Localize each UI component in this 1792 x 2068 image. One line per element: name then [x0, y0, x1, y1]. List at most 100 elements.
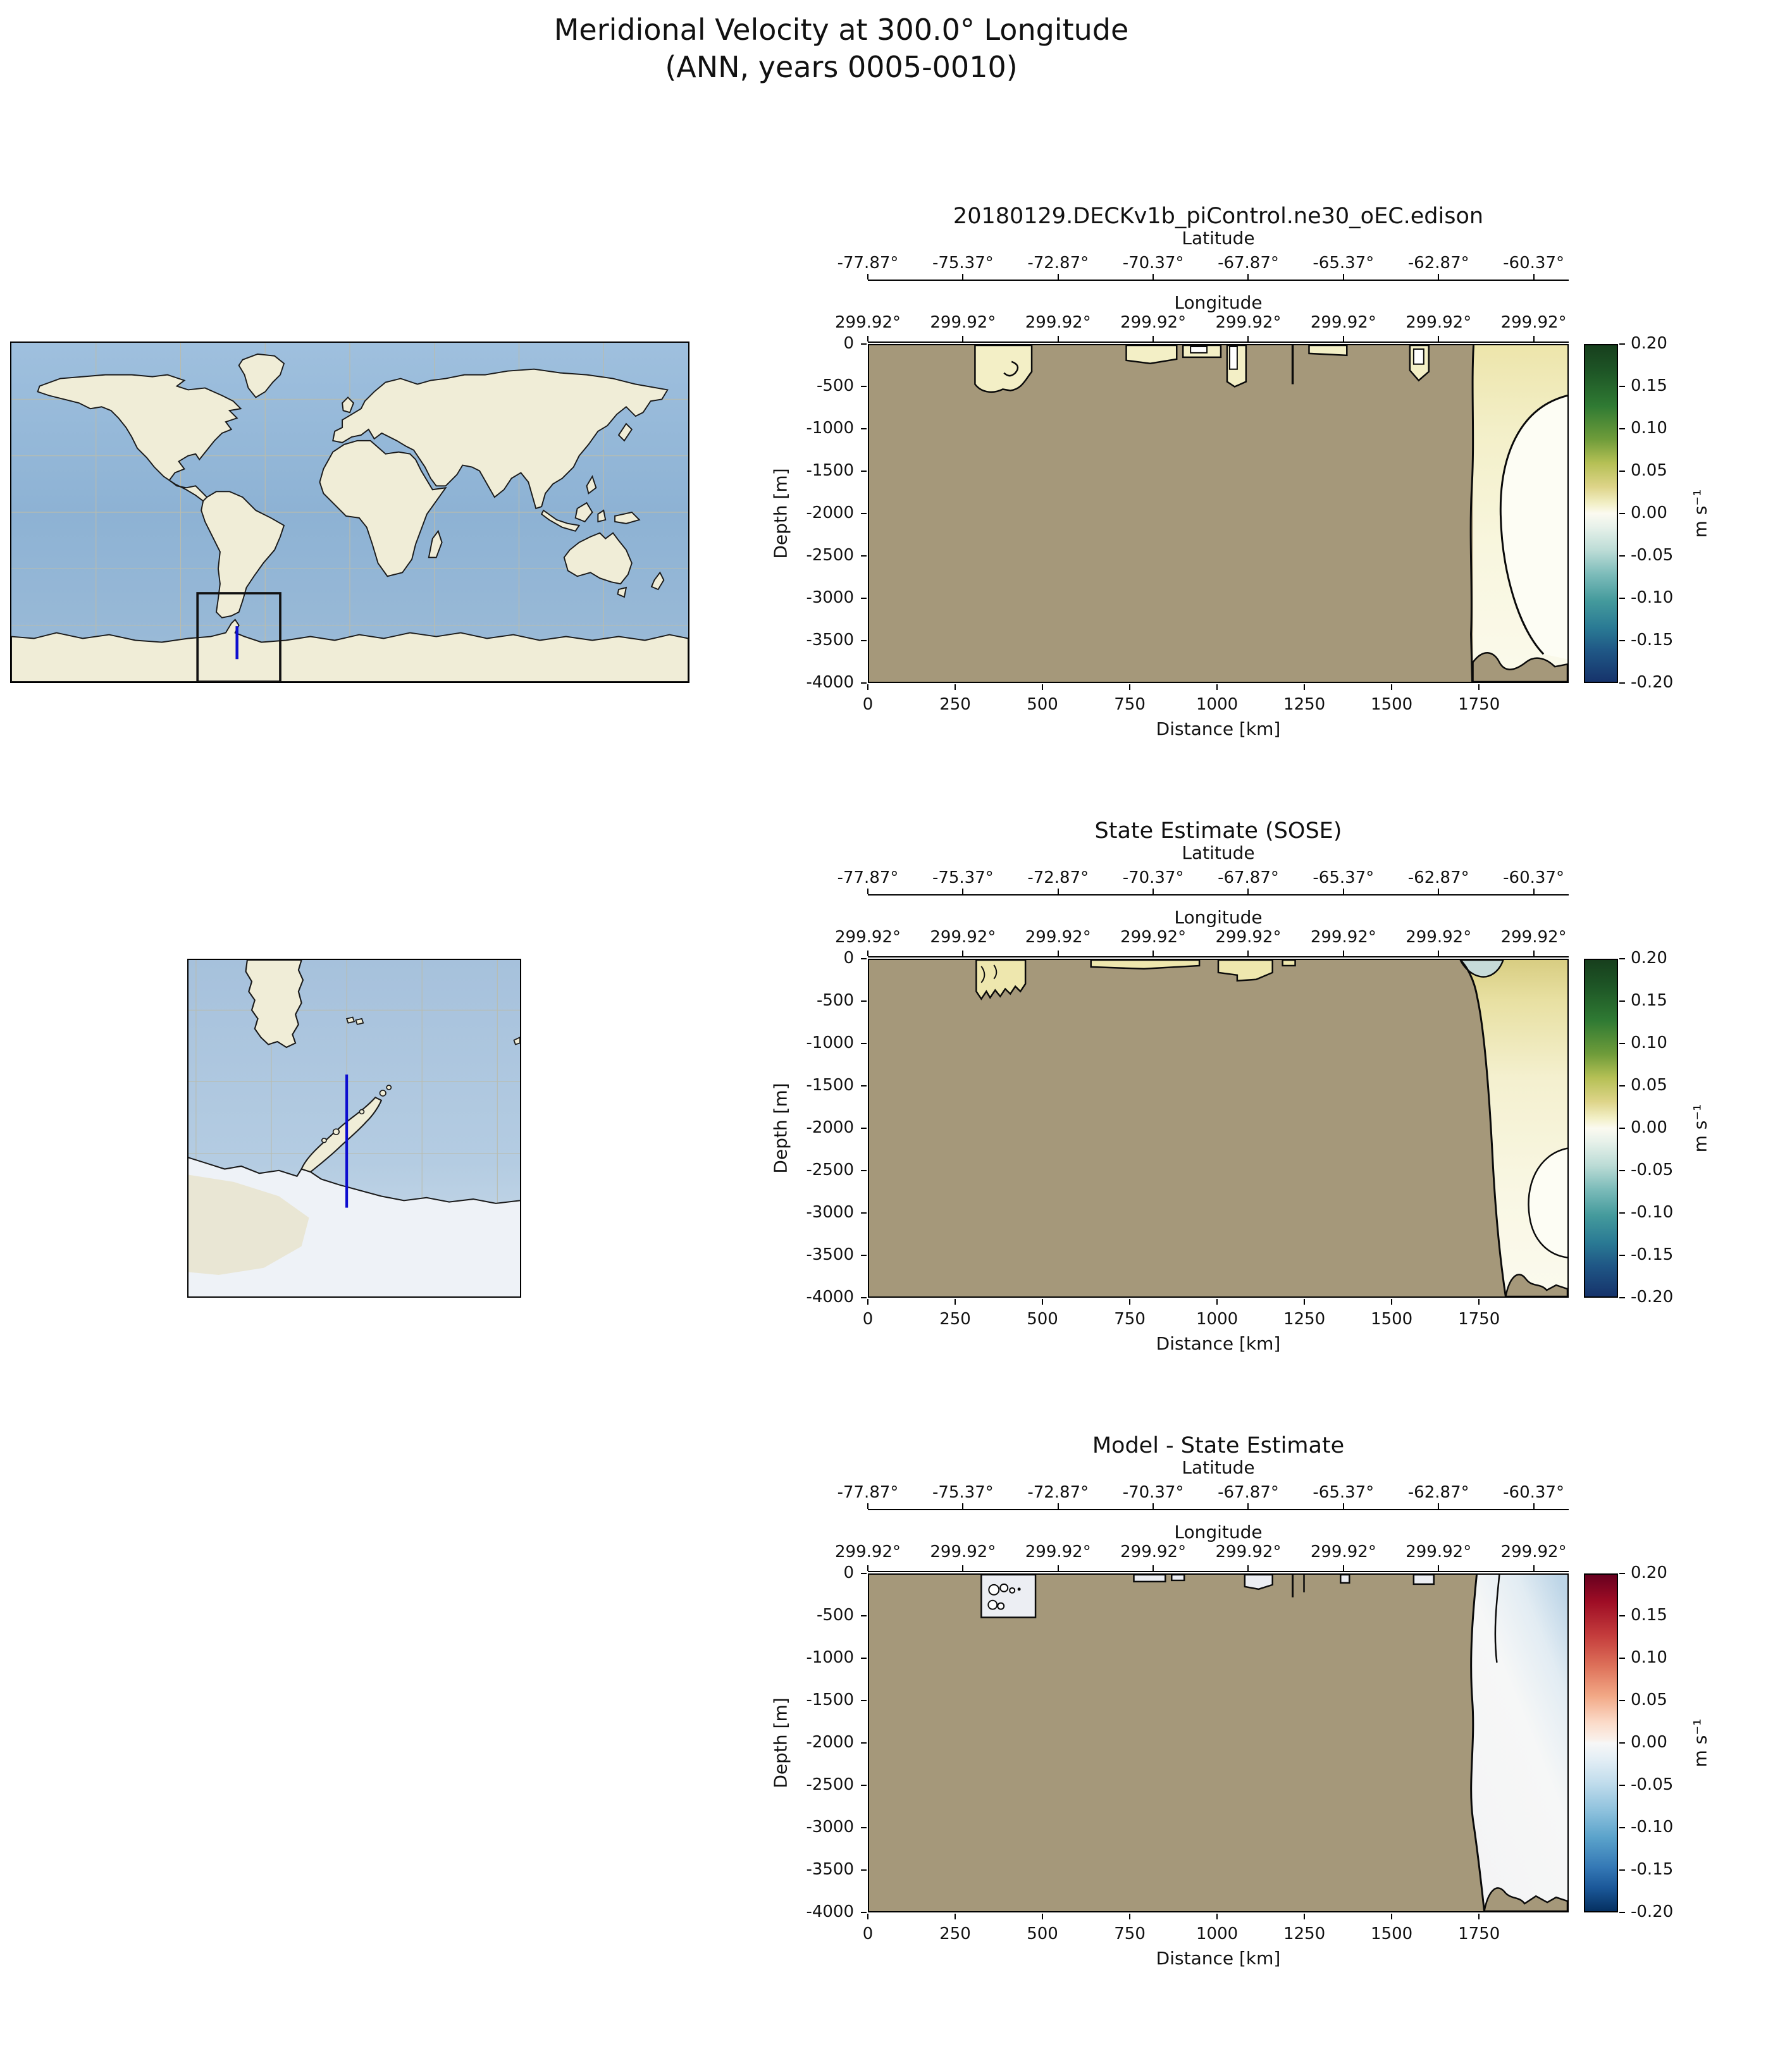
tick-label: -3500 [806, 1860, 854, 1880]
tick-mark [1619, 343, 1625, 345]
tick-label: 299.92° [1025, 313, 1091, 332]
tick-label: 0.00 [1631, 1733, 1667, 1752]
tick-label: -2000 [806, 1733, 854, 1752]
tick-mark [1391, 684, 1393, 690]
longitude-axis-label-model: Longitude [1174, 292, 1263, 313]
antarctic-coastline [188, 1157, 520, 1204]
tick-label: -70.37° [1122, 1483, 1184, 1502]
tick-label: -62.87° [1407, 868, 1469, 887]
tick-mark [1619, 1000, 1625, 1002]
tick-label: 299.92° [835, 313, 901, 332]
depth-ticks-sose: 0 -500 -1000 -1500 -2000 -2500 -3000 -3500 -4000 [767, 949, 868, 1307]
tick-label: 0.10 [1631, 1033, 1667, 1053]
section-plot-model [868, 344, 1569, 683]
tick-mark [955, 684, 956, 690]
distance-axis-label-diff: Distance [km] [1156, 1948, 1281, 1969]
tick-mark [1342, 1565, 1344, 1571]
tick-label: -3000 [806, 1203, 854, 1222]
section-plot-sose [868, 959, 1569, 1298]
tick-label: -0.15 [1631, 631, 1674, 650]
tick-label: 0 [862, 1310, 874, 1329]
bathymetry-mask [869, 960, 1567, 1296]
panel-title-diff: Model - State Estimate [1092, 1433, 1345, 1458]
tick-mark [1438, 336, 1440, 342]
section-plot-diff [868, 1573, 1569, 1912]
longitude-axis-line-sose [868, 956, 1569, 957]
antarctica [11, 619, 688, 682]
figure-title-line1: Meridional Velocity at 300.0° Longitude [553, 13, 1129, 47]
tick-mark [1129, 1299, 1131, 1305]
tick-label: 500 [1027, 1310, 1058, 1329]
longitude-axis-line-model [868, 342, 1569, 343]
tick-mark [1152, 951, 1154, 956]
tick-label: -0.05 [1631, 546, 1674, 565]
tick-label: -67.87° [1218, 254, 1279, 273]
patagonia [245, 960, 304, 1049]
tick-mark [861, 1573, 867, 1574]
colorbar-model [1584, 344, 1618, 683]
tick-label: 0.05 [1631, 461, 1667, 481]
latitude-axis-line-diff [868, 1509, 1569, 1510]
tick-mark [1057, 336, 1059, 342]
inner-contours [980, 964, 998, 983]
tick-mark [1619, 958, 1625, 959]
tick-label: 0.00 [1631, 503, 1667, 523]
tick-mark [1619, 1085, 1625, 1086]
tick-label: 500 [1027, 1924, 1058, 1944]
tick-label: -62.87° [1407, 254, 1469, 273]
tick-mark [861, 598, 867, 599]
depth-axis-label-diff: Depth [m] [770, 1697, 791, 1788]
tick-label: -65.37° [1313, 254, 1375, 273]
tick-mark [861, 428, 867, 429]
distance-axis-label-sose: Distance [km] [1156, 1333, 1281, 1354]
tick-label: -65.37° [1313, 868, 1375, 887]
tick-mark [1533, 1503, 1535, 1509]
tick-mark [1533, 951, 1535, 956]
contour [1499, 394, 1567, 655]
tick-mark [867, 274, 868, 280]
distance-ticks-sose: 0 250 500 750 1000 1250 1500 1750 [863, 1299, 1569, 1329]
tick-mark [1247, 1503, 1249, 1509]
tick-label: -4000 [806, 1288, 854, 1307]
tick-label: 250 [939, 695, 971, 715]
tick-label: 299.92° [1120, 313, 1187, 332]
tick-label: -0.10 [1631, 1203, 1674, 1222]
tick-mark [861, 386, 867, 387]
tick-mark [1619, 386, 1625, 387]
tick-mark [1042, 684, 1044, 690]
depth-axis-label-sose: Depth [m] [770, 1083, 791, 1174]
tick-mark [1619, 1827, 1625, 1828]
tick-label: 299.92° [1406, 928, 1472, 947]
surface-pockets [974, 345, 1430, 393]
tick-label: 299.92° [1120, 1542, 1187, 1561]
colorbar-ticks-sose: 0.20 0.15 0.10 0.05 0.00 -0.05 -0.10 -0.15 -0.20 [1619, 949, 1714, 1307]
tick-mark [861, 958, 867, 959]
tick-mark [1152, 1565, 1154, 1571]
tick-mark [1533, 889, 1535, 894]
tick-label: -70.37° [1122, 868, 1184, 887]
antarctic-interior [188, 1174, 309, 1276]
philippines [586, 475, 597, 495]
tick-label: 1000 [1196, 1310, 1239, 1329]
tick-mark [861, 1255, 867, 1256]
longitude-axis-label-sose: Longitude [1174, 907, 1263, 928]
tick-mark [867, 951, 868, 956]
tick-label: 299.92° [835, 928, 901, 947]
tick-mark [1438, 1565, 1440, 1571]
tick-label: -1500 [806, 461, 854, 481]
tick-label: -500 [816, 1606, 854, 1625]
bathymetry-mask [869, 1575, 1567, 1911]
tick-mark [962, 274, 964, 280]
tick-mark [1478, 1299, 1480, 1305]
tick-label: 0.15 [1631, 991, 1667, 1011]
tick-mark [1619, 1128, 1625, 1129]
tick-label: -2500 [806, 546, 854, 565]
tick-label: 0.10 [1631, 1648, 1667, 1668]
tick-mark [1342, 951, 1344, 956]
tick-label: -4000 [806, 1902, 854, 1922]
tick-label: -72.87° [1027, 868, 1089, 887]
tick-mark [1619, 1170, 1625, 1171]
tick-label: 1500 [1371, 1924, 1413, 1944]
tick-label: 1750 [1458, 1924, 1500, 1944]
tick-label: -0.10 [1631, 1818, 1674, 1837]
